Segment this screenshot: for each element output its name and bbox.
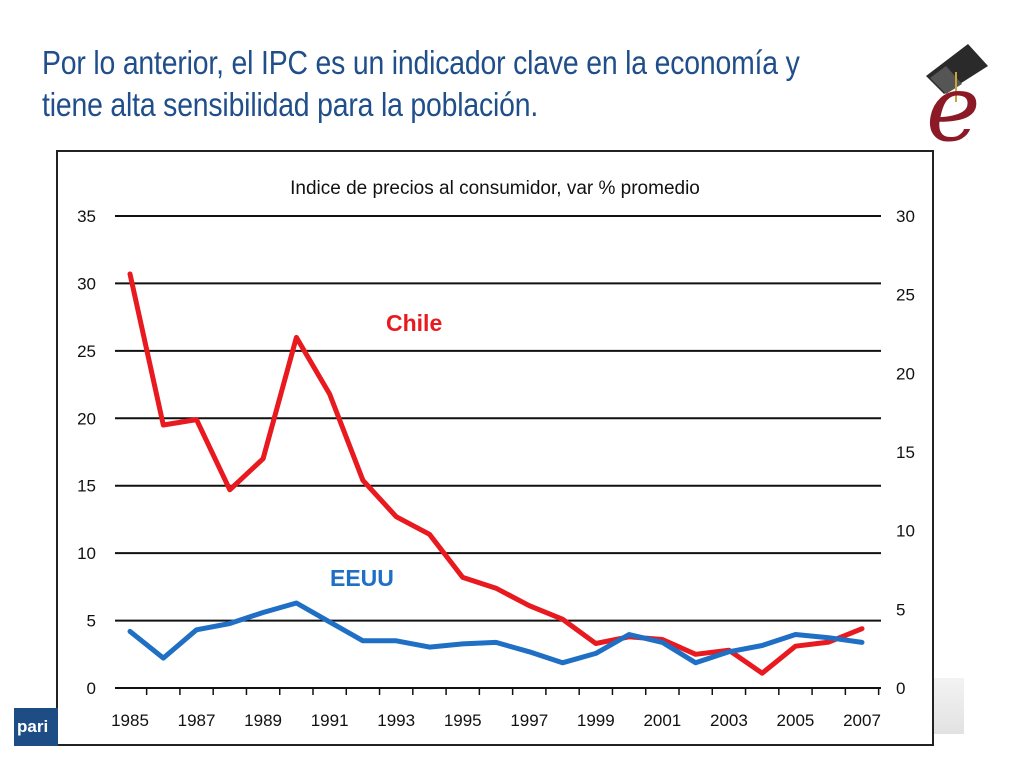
x-tick-label: 2005: [777, 711, 815, 730]
right-tick-label: 30: [896, 207, 915, 226]
left-tick-label: 35: [77, 207, 96, 226]
series-label-eeuu: EEUU: [330, 565, 394, 591]
left-tick-label: 15: [77, 477, 96, 496]
x-tick-label: 2001: [643, 711, 681, 730]
chart-title: Indice de precios al consumidor, var % p…: [290, 178, 700, 199]
chart-panel: Indice de precios al consumidor, var % p…: [56, 150, 934, 746]
right-tick-label: 20: [896, 364, 915, 383]
cpi-line-chart: Indice de precios al consumidor, var % p…: [77, 178, 915, 730]
slide-title-line-2: tiene alta sensibilidad para la població…: [42, 86, 539, 123]
x-tick-label: 1999: [577, 711, 615, 730]
left-tick-label: 25: [77, 342, 96, 361]
series-line-eeuu: [127, 600, 865, 666]
right-tick-label: 5: [896, 600, 905, 619]
institution-logo: e: [926, 44, 988, 144]
graduation-cap-icon: [926, 44, 988, 102]
left-tick-label: 30: [77, 274, 96, 293]
left-tick-label: 5: [87, 612, 96, 631]
left-tick-label: 10: [77, 544, 96, 563]
slide-title: Por lo anterior, el IPC es un indicador …: [42, 42, 816, 126]
series-label-chile: Chile: [386, 310, 442, 336]
right-axis-ticks: 0 5 10 15 20 25 30: [896, 207, 915, 698]
x-tick-label: 1991: [311, 711, 349, 730]
x-axis: 1985 1987 1989 1991 1993 1995 1997 1999 2001 2003…: [111, 687, 881, 730]
right-tick-label: 10: [896, 522, 915, 541]
right-tick-label: 25: [896, 286, 915, 305]
x-tick-label: 1997: [510, 711, 548, 730]
series-lines: [127, 271, 865, 676]
x-tick-label: 1995: [444, 711, 482, 730]
slide-title-line-1: Por lo anterior, el IPC es un indicador …: [42, 44, 800, 81]
x-tick-label: 2003: [710, 711, 748, 730]
x-tick-label: 1985: [111, 711, 149, 730]
x-tick-label: 1993: [377, 711, 415, 730]
grid-lines: [115, 215, 881, 689]
left-axis-ticks: 0 5 10 15 20 25 30 35: [77, 207, 96, 698]
footer-logo-text: pari: [17, 717, 49, 736]
left-tick-label: 0: [87, 679, 96, 698]
logo-letter: e: [926, 55, 980, 144]
x-tick-label: 2007: [843, 711, 881, 730]
right-tick-label: 0: [896, 679, 905, 698]
x-tick-label: 1987: [178, 711, 216, 730]
footer-logo: pari: [14, 708, 58, 746]
background-decoration: [934, 678, 964, 734]
x-tick-label: 1989: [244, 711, 282, 730]
left-tick-label: 20: [77, 409, 96, 428]
right-tick-label: 15: [896, 443, 915, 462]
series-line-chile: [127, 271, 865, 676]
